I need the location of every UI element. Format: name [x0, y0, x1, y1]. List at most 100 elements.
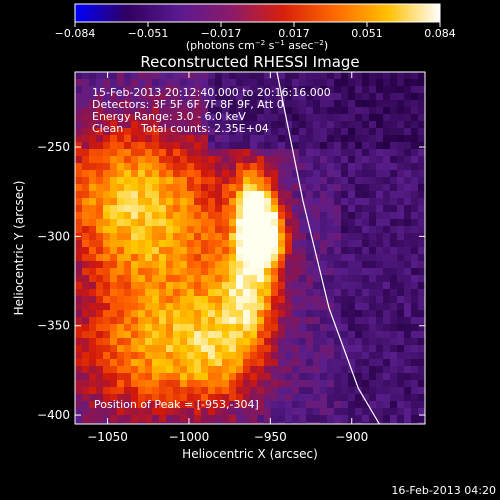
heatmap-cell: [411, 219, 419, 227]
heatmap-cell: [271, 394, 279, 402]
heatmap-cell: [82, 72, 90, 80]
heatmap-cell: [250, 86, 258, 94]
heatmap-cell: [299, 261, 307, 269]
heatmap-cell: [243, 282, 251, 290]
heatmap-cell: [348, 387, 356, 395]
heatmap-cell: [138, 373, 146, 381]
heatmap-cell: [271, 387, 279, 395]
heatmap-cell: [404, 268, 412, 276]
heatmap-cell: [313, 142, 321, 150]
heatmap-cell: [117, 387, 125, 395]
heatmap-cell: [390, 128, 398, 136]
heatmap-cell: [187, 338, 195, 346]
heatmap-cell: [124, 114, 132, 122]
heatmap-cell: [327, 247, 335, 255]
heatmap-cell: [145, 142, 153, 150]
heatmap-cell: [131, 135, 139, 143]
heatmap-cell: [208, 93, 216, 101]
heatmap-cell: [341, 114, 349, 122]
heatmap-cell: [89, 107, 97, 115]
heatmap-cell: [348, 233, 356, 241]
heatmap-cell: [243, 324, 251, 332]
heatmap-cell: [180, 100, 188, 108]
heatmap-cell: [194, 72, 202, 80]
heatmap-cell: [110, 156, 118, 164]
heatmap-cell: [376, 289, 384, 297]
heatmap-cell: [292, 254, 300, 262]
heatmap-cell: [320, 177, 328, 185]
heatmap-cell: [215, 296, 223, 304]
heatmap-cell: [299, 163, 307, 171]
heatmap-cell: [243, 107, 251, 115]
heatmap-cell: [180, 401, 188, 409]
heatmap-cell: [376, 387, 384, 395]
heatmap-cell: [271, 142, 279, 150]
heatmap-cell: [376, 184, 384, 192]
heatmap-cell: [285, 107, 293, 115]
heatmap-cell: [124, 310, 132, 318]
heatmap-cell: [131, 247, 139, 255]
heatmap-cell: [397, 233, 405, 241]
heatmap-cell: [313, 205, 321, 213]
heatmap-cell: [299, 233, 307, 241]
heatmap-cell: [292, 366, 300, 374]
heatmap-cell: [411, 254, 419, 262]
heatmap-cell: [222, 212, 230, 220]
x-tick-label: −950: [254, 430, 287, 444]
heatmap-cell: [418, 219, 425, 227]
heatmap-cell: [257, 226, 265, 234]
heatmap-cell: [320, 93, 328, 101]
heatmap-cell: [96, 331, 104, 339]
heatmap-cell: [166, 254, 174, 262]
heatmap-cell: [418, 107, 425, 115]
heatmap-cell: [187, 289, 195, 297]
heatmap-cell: [173, 261, 181, 269]
heatmap-cell: [271, 303, 279, 311]
heatmap-cell: [334, 163, 342, 171]
heatmap-cell: [271, 268, 279, 276]
heatmap-cell: [96, 422, 104, 424]
heatmap-cell: [362, 128, 370, 136]
heatmap-cell: [243, 380, 251, 388]
heatmap-cell: [334, 394, 342, 402]
heatmap-cell: [348, 100, 356, 108]
heatmap-cell: [96, 240, 104, 248]
heatmap-cell: [250, 387, 258, 395]
heatmap-cell: [229, 135, 237, 143]
heatmap-cell: [96, 121, 104, 129]
heatmap-cell: [306, 219, 314, 227]
heatmap-cell: [390, 79, 398, 87]
heatmap-cell: [369, 366, 377, 374]
heatmap-cell: [418, 226, 425, 234]
heatmap-cell: [215, 366, 223, 374]
heatmap-cell: [292, 184, 300, 192]
heatmap-cell: [194, 352, 202, 360]
heatmap-cell: [89, 163, 97, 171]
heatmap-cell: [299, 226, 307, 234]
heatmap-cell: [278, 170, 286, 178]
heatmap-cell: [348, 359, 356, 367]
heatmap-cell: [215, 359, 223, 367]
heatmap-cell: [222, 401, 230, 409]
heatmap-cell: [278, 268, 286, 276]
heatmap-cell: [138, 184, 146, 192]
heatmap-cell: [278, 191, 286, 199]
x-tick-label: −900: [335, 430, 368, 444]
heatmap-cell: [236, 240, 244, 248]
heatmap-cell: [166, 331, 174, 339]
heatmap-cell: [397, 254, 405, 262]
heatmap-cell: [292, 142, 300, 150]
heatmap-cell: [313, 289, 321, 297]
heatmap-cell: [271, 415, 279, 423]
heatmap-cell: [194, 303, 202, 311]
heatmap-cell: [320, 79, 328, 87]
heatmap-cell: [250, 212, 258, 220]
heatmap-cell: [159, 324, 167, 332]
heatmap-cell: [187, 373, 195, 381]
heatmap-cell: [89, 331, 97, 339]
heatmap-cell: [89, 268, 97, 276]
heatmap-cell: [229, 212, 237, 220]
heatmap-cell: [264, 93, 272, 101]
heatmap-cell: [257, 303, 265, 311]
heatmap-cell: [313, 72, 321, 80]
